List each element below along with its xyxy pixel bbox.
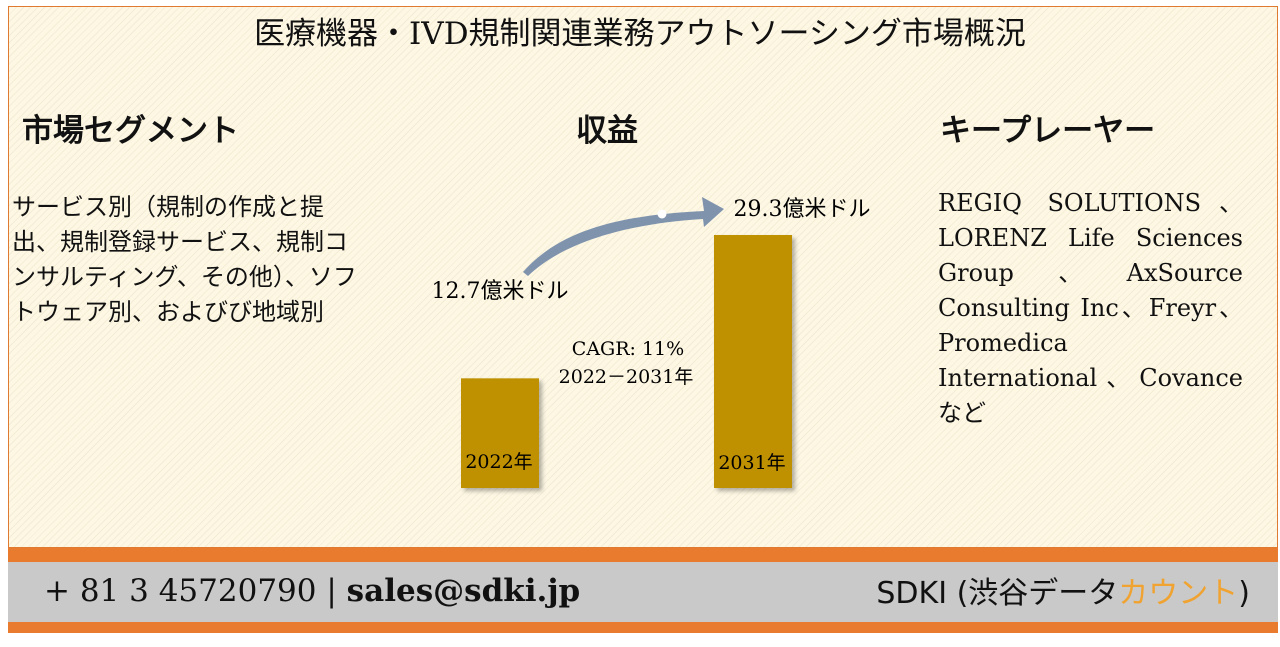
bar-2031 <box>714 235 792 488</box>
brand-accent: カウント <box>1118 576 1239 611</box>
brand-name: SDKI (渋谷データカウント) <box>876 568 1250 612</box>
category-label-2022: 2022年 <box>465 451 532 473</box>
revenue-heading: 収益 <box>576 113 638 149</box>
separator: | <box>326 573 337 609</box>
brand-close: ) <box>1238 576 1250 611</box>
value-label-2022: 12.7億米ドル <box>432 279 569 304</box>
players-heading: キープレーヤー <box>940 113 1156 149</box>
brand-main: SDKI (渋谷データ <box>876 576 1119 611</box>
value-label-2031: 29.3億米ドル <box>734 197 871 222</box>
category-label-2031: 2031年 <box>718 452 785 474</box>
growth-arrow <box>523 197 724 276</box>
contact-line: + 81 3 45720790 | sales@sdki.jp <box>44 573 580 609</box>
period-label: 2022－2031年 <box>559 366 694 388</box>
segments-text: サービス別（規制の作成と提出、規制登録サービス、規制コンサルティング、その他）、… <box>12 193 357 326</box>
page-title: 医療機器・IVD規制関連業務アウトソーシング市場概況 <box>254 16 1026 52</box>
phone-number: + 81 3 45720790 <box>44 573 317 609</box>
email-link[interactable]: sales@sdki.jp <box>346 573 581 609</box>
footer-inner <box>8 562 1278 622</box>
players-text: REGIQ SOLUTIONS、LORENZ Life Sciences Gro… <box>938 189 1243 427</box>
bar-2022 <box>461 378 539 488</box>
segments-heading: 市場セグメント <box>22 113 239 149</box>
cagr-label: CAGR: 11% <box>572 338 684 360</box>
revenue-chart: 12.7億米ドル 29.3億米ドル 2022年 2031年 CAGR: 11% … <box>432 197 871 488</box>
arrow-highlight <box>657 209 667 219</box>
content-panel <box>8 6 1278 548</box>
